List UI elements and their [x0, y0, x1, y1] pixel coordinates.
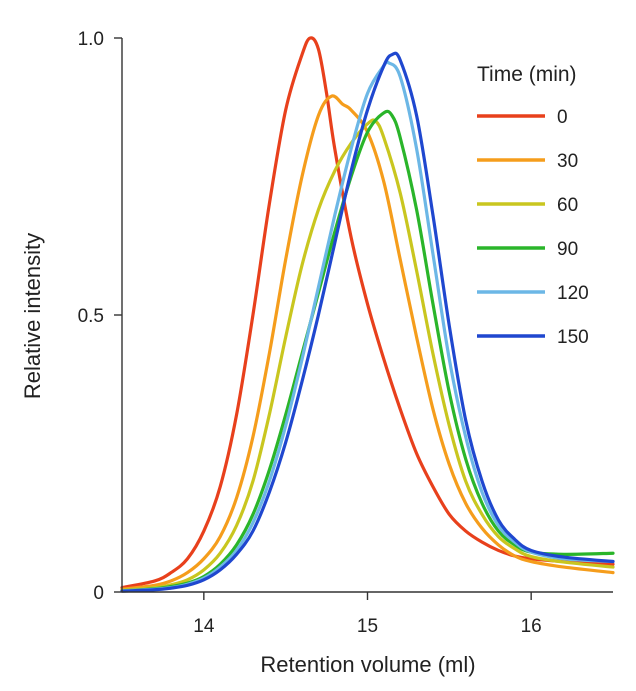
legend-title: Time (min) [477, 63, 577, 86]
series-line-150 [120, 51, 615, 593]
legend-label-30: 30 [557, 151, 578, 172]
legend-label-120: 120 [557, 283, 589, 304]
legend-label-150: 150 [557, 327, 589, 348]
axes: 0 0.5 1.0 14 15 16 [78, 29, 613, 637]
series-line-30 [120, 94, 615, 591]
x-tick-label: 15 [357, 616, 378, 637]
legend-label-90: 90 [557, 239, 578, 260]
y-tick-label: 0.5 [78, 306, 104, 327]
legend: 0 30 60 90 120 150 [477, 107, 589, 348]
series-line-60 [120, 118, 615, 592]
y-tick-label: 0 [93, 583, 104, 604]
y-tick-label: 1.0 [78, 29, 104, 50]
series-line-90 [120, 109, 615, 593]
x-axis-title: Retention volume (ml) [260, 652, 475, 677]
series-line-0 [120, 36, 615, 590]
x-tick-label: 14 [193, 616, 215, 637]
x-tick-label: 16 [521, 616, 542, 637]
legend-label-60: 60 [557, 195, 578, 216]
y-axis-title: Relative intensity [20, 233, 45, 399]
series-line-120 [120, 60, 615, 593]
legend-label-0: 0 [557, 107, 568, 128]
plot-lines [120, 36, 615, 593]
